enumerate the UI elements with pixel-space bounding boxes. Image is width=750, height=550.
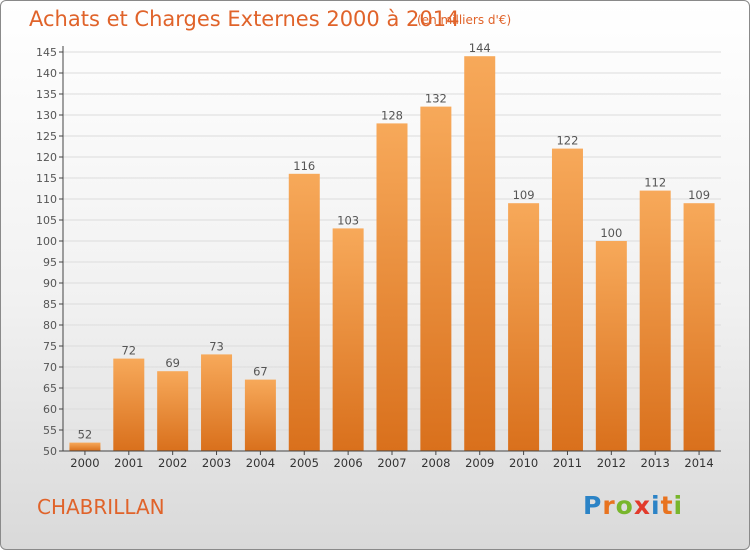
x-tick-label: 2005 [290, 456, 319, 470]
y-tick-label: 70 [43, 361, 57, 374]
x-tick-label: 2009 [465, 456, 494, 470]
data-label: 109 [688, 188, 710, 202]
bar [201, 354, 233, 451]
y-tick-label: 65 [43, 382, 57, 395]
bar [683, 203, 715, 451]
x-tick-label: 2012 [597, 456, 626, 470]
bar [157, 371, 189, 451]
data-label: 69 [165, 356, 180, 370]
bar [69, 442, 101, 451]
x-tick-label: 2014 [684, 456, 713, 470]
data-label: 132 [425, 92, 447, 106]
bar [113, 358, 145, 451]
x-tick-label: 2004 [246, 456, 275, 470]
bar [508, 203, 540, 451]
data-label: 109 [513, 188, 535, 202]
x-tick-label: 2000 [70, 456, 99, 470]
logo-letter: o [615, 491, 634, 520]
data-label: 73 [209, 339, 224, 353]
chart-title: Achats et Charges Externes 2000 à 2014 [29, 7, 460, 31]
data-label: 144 [469, 41, 491, 55]
x-tick-label: 2011 [553, 456, 582, 470]
logo-letter: t [660, 491, 674, 520]
x-tick-label: 2002 [158, 456, 187, 470]
data-label: 52 [78, 428, 93, 442]
data-label: 112 [644, 176, 666, 190]
y-tick-label: 105 [36, 214, 57, 227]
logo-letter: r [602, 491, 616, 520]
y-tick-label: 120 [36, 151, 57, 164]
bar [244, 379, 276, 451]
data-label: 116 [293, 159, 315, 173]
commune-name: CHABRILLAN [37, 495, 165, 519]
y-tick-label: 75 [43, 340, 57, 353]
y-tick-label: 140 [36, 67, 57, 80]
x-tick-label: 2007 [377, 456, 406, 470]
y-tick-label: 110 [36, 193, 57, 206]
x-tick-label: 2013 [641, 456, 670, 470]
chart-unit: (en milliers d'€) [417, 13, 512, 27]
bar-chart: 52 72 69 73 67 116 103 128 132 144 109 122 100 112 109… [36, 41, 721, 470]
data-label: 128 [381, 108, 403, 122]
bar [551, 148, 583, 451]
logo-letter: i [673, 491, 684, 520]
bar [376, 123, 408, 452]
proxiti-logo: Proxiti [583, 491, 683, 520]
y-tick-label: 50 [43, 445, 57, 458]
data-label: 72 [121, 344, 136, 358]
y-tick-label: 115 [36, 172, 57, 185]
y-tick-label: 85 [43, 298, 57, 311]
y-tick-label: 80 [43, 319, 57, 332]
y-tick-label: 60 [43, 403, 57, 416]
bar [464, 56, 496, 451]
y-tick-label: 100 [36, 235, 57, 248]
logo-letter: x [633, 491, 651, 520]
x-tick-label: 2006 [333, 456, 362, 470]
x-tick-label: 2001 [114, 456, 143, 470]
y-tick-label: 125 [36, 130, 57, 143]
bar [332, 228, 364, 451]
x-tick-label: 2003 [202, 456, 231, 470]
x-tick-label: 2008 [421, 456, 450, 470]
bar [639, 190, 671, 451]
data-label: 122 [556, 134, 578, 148]
x-tick-label: 2010 [509, 456, 538, 470]
y-tick-label: 145 [36, 46, 57, 59]
bar [288, 173, 320, 452]
data-label: 100 [600, 226, 622, 240]
data-label: 103 [337, 213, 359, 227]
bar [420, 106, 452, 451]
y-tick-label: 95 [43, 256, 57, 269]
data-label: 67 [253, 365, 268, 379]
y-tick-label: 130 [36, 109, 57, 122]
y-tick-label: 135 [36, 88, 57, 101]
y-tick-label: 55 [43, 424, 57, 437]
logo-letter: P [583, 491, 603, 520]
y-tick-label: 90 [43, 277, 57, 290]
logo-letter: i [651, 491, 661, 520]
bar [595, 241, 627, 451]
